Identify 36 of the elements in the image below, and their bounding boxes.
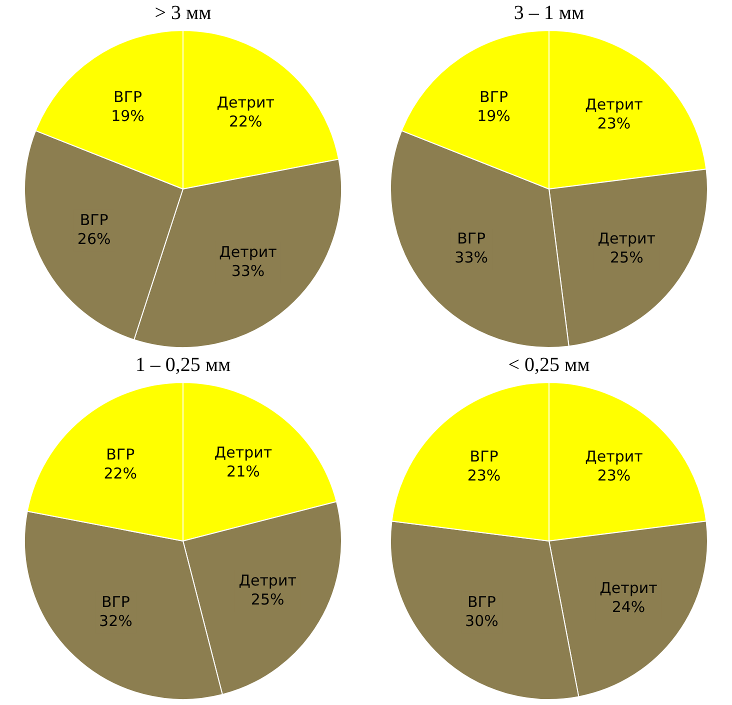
slice-label: Детрит — [600, 579, 658, 598]
slice-label: Детрит — [238, 571, 297, 590]
data-label: 32% — [99, 612, 132, 630]
slice-label: Детрит — [216, 94, 275, 112]
slice-label: ВГР — [467, 593, 496, 612]
data-label: 25% — [610, 248, 644, 267]
chart-title: 1 – 0,25 мм — [134, 354, 232, 377]
slice-label: ВГР — [101, 593, 130, 612]
slice-label: Детрит — [214, 444, 272, 462]
data-label: 30% — [465, 612, 498, 630]
data-label: 22% — [228, 112, 262, 131]
slice-label: ВГР — [114, 88, 142, 106]
data-label: 23% — [467, 466, 501, 485]
slice-label: ВГР — [480, 88, 508, 106]
data-label: 33% — [454, 248, 488, 267]
slice-label: Детрит — [585, 448, 644, 466]
slice-label: ВГР — [106, 446, 135, 464]
chart-title: < 0,25 мм — [507, 354, 591, 377]
data-label: 26% — [77, 230, 111, 248]
chart-title: > 3 мм — [154, 2, 212, 25]
slice-label: Детрит — [598, 230, 656, 248]
data-label: 33% — [231, 262, 265, 280]
slice-label: ВГР — [470, 448, 498, 466]
data-label: 19% — [111, 107, 144, 126]
data-label: 19% — [477, 107, 510, 126]
slice-label: ВГР — [457, 230, 486, 248]
slice-label: ВГР — [80, 211, 108, 230]
data-label: 24% — [612, 598, 646, 616]
data-label: 22% — [104, 464, 138, 483]
data-label: 23% — [597, 466, 631, 485]
data-label: 23% — [597, 114, 631, 133]
slice-label: Детрит — [219, 243, 278, 262]
data-label: 21% — [226, 462, 260, 481]
slice-label: Детрит — [585, 96, 644, 114]
data-label: 25% — [250, 590, 284, 608]
chart-title: 3 – 1 мм — [512, 2, 586, 25]
